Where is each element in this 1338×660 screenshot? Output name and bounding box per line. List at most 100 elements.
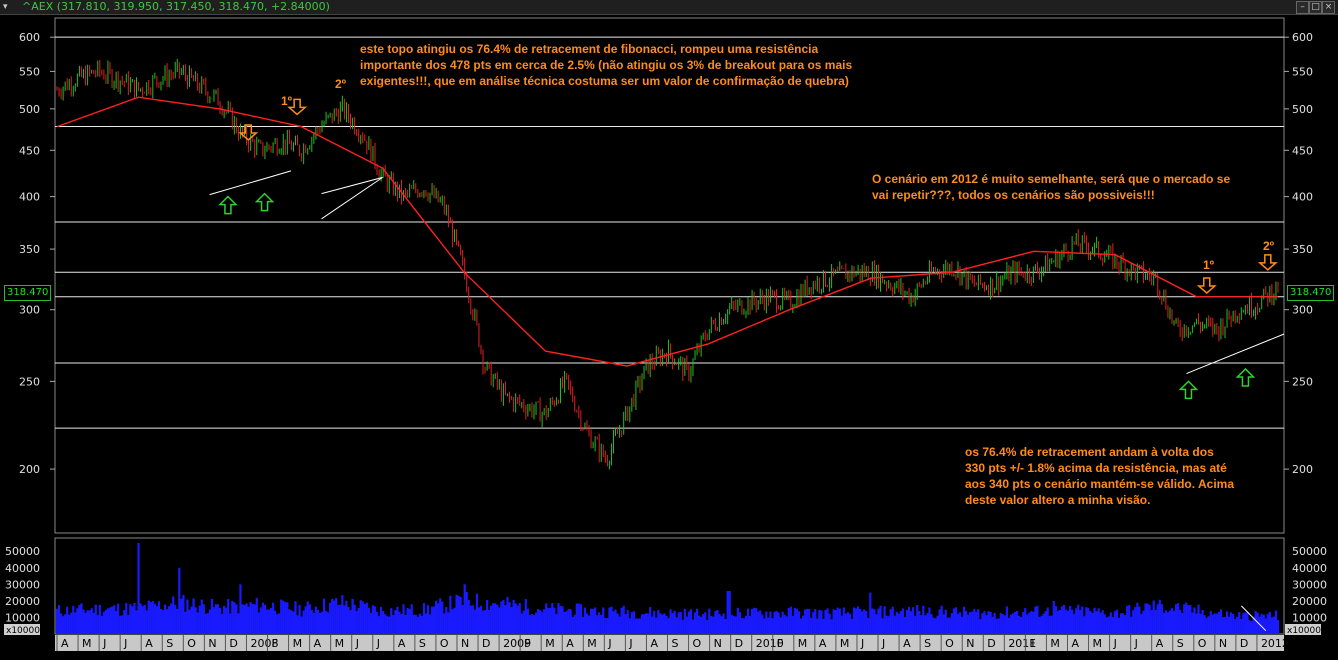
price-tick-label: 500 xyxy=(19,103,40,116)
volume-tick-label: 30000 xyxy=(5,578,40,591)
last-price-label-right: 318.470 xyxy=(1287,285,1335,301)
volume-tick-label: 10000 xyxy=(5,611,40,624)
annotation-bottom-1: os 76.4% de retracement andam à volta do… xyxy=(965,445,1214,459)
x-axis-label: N xyxy=(714,637,722,650)
x-axis-label: J xyxy=(102,637,106,650)
annotation-bottom-4: deste valor altero a minha visão. xyxy=(965,493,1151,507)
x-axis-label: J xyxy=(607,637,611,650)
x-axis-label: A xyxy=(566,637,574,650)
x-axis-label: S xyxy=(419,637,426,650)
maximize-icon[interactable]: □ xyxy=(1309,1,1322,14)
x-axis-label: M xyxy=(1093,637,1103,650)
x-axis-label: A xyxy=(145,637,153,650)
trend-line[interactable] xyxy=(1186,333,1284,375)
volume-unit-box xyxy=(1285,624,1321,635)
price-tick-label: 300 xyxy=(19,304,40,317)
volume-unit-box xyxy=(4,624,40,635)
up-arrow-icon xyxy=(218,195,238,215)
annotation-top-3: exigentes!!!, que em análise técnica cos… xyxy=(360,74,849,88)
price-tick-label: 200 xyxy=(19,463,40,476)
x-axis-label: 2011 xyxy=(1008,637,1036,650)
volume-unit-label-left: x10000 xyxy=(6,626,40,636)
price-panel xyxy=(54,17,1285,534)
minimize-icon[interactable]: – xyxy=(1296,1,1309,14)
annotation-top-1: este topo atingiu os 76.4% de retracemen… xyxy=(360,42,819,56)
trend-line[interactable] xyxy=(209,170,292,196)
trend-line[interactable] xyxy=(321,176,383,220)
x-axis-label: S xyxy=(166,637,173,650)
volume-tick-label: 50000 xyxy=(5,545,40,558)
price-tick-label: 200 xyxy=(1292,463,1313,476)
x-axis-label: 2009 xyxy=(503,637,531,650)
annotation-top-2: importante dos 478 pts em cerca de 2.5% … xyxy=(360,58,853,72)
x-axis-label: F xyxy=(272,637,278,650)
x-axis-label: M xyxy=(840,637,850,650)
price-tick-label: 350 xyxy=(1292,243,1313,256)
down-arrow-icon xyxy=(1257,254,1278,271)
price-tick-label: 550 xyxy=(19,65,40,78)
x-axis-label: J xyxy=(123,637,127,650)
x-axis-label: M xyxy=(1050,637,1060,650)
x-axis-label: J xyxy=(881,637,885,650)
volume-tick-label: 10000 xyxy=(1292,611,1327,624)
x-axis-label: N xyxy=(966,637,974,650)
x-axis-label: S xyxy=(1177,637,1184,650)
x-axis-label: F xyxy=(1029,637,1035,650)
x-axis-label: D xyxy=(987,637,995,650)
last-price-label-left: 318.470 xyxy=(4,285,52,301)
x-axis-label: J xyxy=(376,637,380,650)
price-tick-label: 250 xyxy=(19,375,40,388)
x-axis-label: A xyxy=(398,637,406,650)
x-axis-label: F xyxy=(524,637,530,650)
x-axis-label: D xyxy=(1240,637,1248,650)
price-tick-label: 550 xyxy=(1292,65,1313,78)
x-axis-label: M xyxy=(545,637,555,650)
up-arrow-icon xyxy=(1178,380,1199,400)
x-axis-label: A xyxy=(650,637,658,650)
marker-second-2008: 2º xyxy=(335,77,347,91)
x-axis-label: J xyxy=(628,637,632,650)
price-tick-label: 600 xyxy=(19,31,40,44)
x-axis-label: N xyxy=(208,637,216,650)
x-axis-label: A xyxy=(1071,637,1079,650)
price-tick-label: 500 xyxy=(1292,103,1313,116)
x-axis-label: O xyxy=(1198,637,1207,650)
close-icon[interactable]: × xyxy=(1322,1,1335,14)
x-axis-label: M xyxy=(587,637,597,650)
window-menu-icon[interactable]: ▾ xyxy=(3,2,8,12)
x-axis-label: D xyxy=(482,637,490,650)
marker-second-2012: 2º xyxy=(1263,239,1275,253)
volume-tick-label: 30000 xyxy=(1292,578,1327,591)
volume-tick-label: 40000 xyxy=(5,562,40,575)
x-axis-label: J xyxy=(860,637,864,650)
x-axis-label: O xyxy=(945,637,954,650)
x-axis-label: A xyxy=(61,637,69,650)
x-axis-label: F xyxy=(777,637,783,650)
x-axis-label: M xyxy=(293,637,303,650)
x-axis-label: 2008 xyxy=(250,637,278,650)
volume-trend-line[interactable] xyxy=(1241,605,1267,632)
volume-tick-label: 40000 xyxy=(1292,562,1327,575)
aex-price-chart[interactable]: 600 600 550 550 500 500 450 450 400 400 350 350 300 3… xyxy=(0,15,1338,660)
moving-average-line[interactable] xyxy=(56,96,1278,367)
volume-unit-label-right: x10000 xyxy=(1287,626,1321,636)
price-tick-label: 400 xyxy=(1292,191,1313,204)
price-tick-label: 450 xyxy=(19,144,40,157)
x-axis-label: A xyxy=(819,637,827,650)
annotation-mid-1: O cenário em 2012 é muito semelhante, se… xyxy=(872,172,1231,186)
marker-first-2011: 1º xyxy=(1203,258,1215,272)
x-axis-label: J xyxy=(355,637,359,650)
x-axis-label: A xyxy=(903,637,911,650)
x-axis-label: M xyxy=(335,637,345,650)
price-tick-label: 250 xyxy=(1292,375,1313,388)
x-axis-label: 2012 xyxy=(1261,637,1289,650)
x-axis-label: O xyxy=(693,637,702,650)
trend-line[interactable] xyxy=(321,176,383,195)
x-axis-label: D xyxy=(735,637,743,650)
price-tick-label: 350 xyxy=(19,243,40,256)
annotation-bottom-2: 330 pts +/- 1.8% acima da resistência, m… xyxy=(965,461,1227,475)
marker-first-2008: 1º xyxy=(281,94,293,108)
x-axis-label: S xyxy=(672,637,679,650)
down-arrow-icon xyxy=(287,98,308,116)
annotation-mid-2: vai repetir???, todos os cenários são po… xyxy=(872,188,1155,202)
